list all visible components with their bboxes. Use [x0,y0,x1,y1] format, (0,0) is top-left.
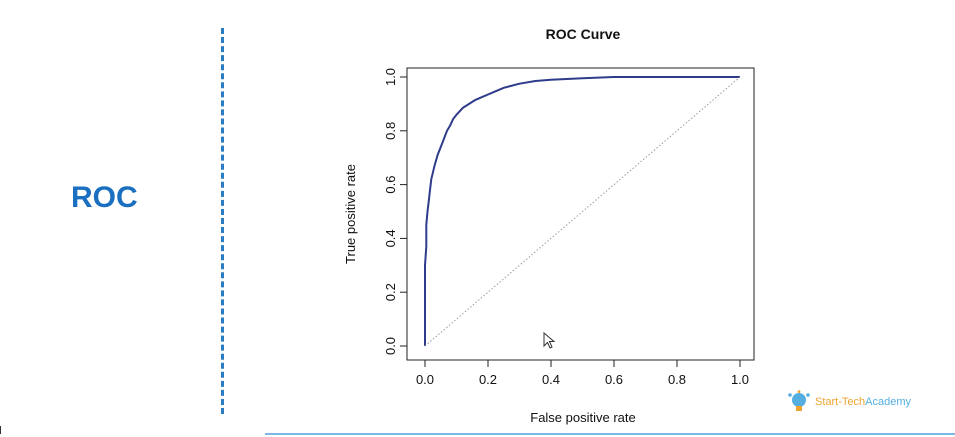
diagonal-reference-line [424,76,741,347]
corner-mark [0,426,1,434]
x-tick-label: 0.6 [605,372,623,387]
lightbulb-head-icon [788,390,810,411]
brand-logo: Start-Tech Academy [786,390,911,414]
axes: 0.0 0.2 0.4 0.6 0.8 1.0 0.0 0.2 0.4 0.6 0.8 1.0 [383,68,749,387]
y-tick-label: 0.2 [383,283,398,301]
roc-chart: ROC Curve 0.0 0.2 0.4 0.6 0.8 1.0 0.0 0.2 0.4 0.6… [343,26,755,425]
y-tick-label: 0.0 [383,337,398,355]
y-tick-label: 0.6 [383,176,398,194]
x-tick-label: 1.0 [731,372,749,387]
slide-label: ROC [71,181,138,214]
x-axis-label: False positive rate [530,410,636,425]
x-tick-label: 0.0 [416,372,434,387]
mouse-cursor-icon [543,332,556,349]
y-tick-label: 0.8 [383,122,398,140]
x-tick-label: 0.4 [542,372,560,387]
dashed-divider [221,28,224,414]
series-group [424,76,741,347]
y-axis-label: True positive rate [343,164,358,264]
x-tick-label: 0.8 [668,372,686,387]
chart-title: ROC Curve [546,26,621,42]
y-tick-label: 1.0 [383,68,398,86]
y-tick-label: 0.4 [383,229,398,247]
roc-curve-line [424,76,740,346]
brand-name-part2: Academy [865,396,911,408]
x-tick-label: 0.2 [479,372,497,387]
brand-name-part1: Start-Tech [815,396,866,408]
bottom-rule [265,433,955,435]
